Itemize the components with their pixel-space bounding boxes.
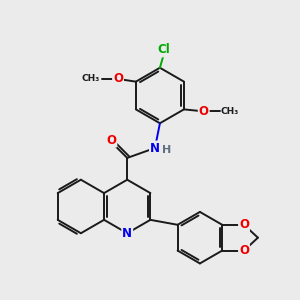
Text: N: N [122,227,132,240]
Text: O: O [199,105,209,118]
Text: O: O [239,218,249,231]
Text: CH₃: CH₃ [82,74,100,83]
Text: O: O [106,134,116,147]
Text: O: O [113,73,123,85]
Text: O: O [239,244,249,257]
Text: H: H [162,145,172,155]
Text: N: N [150,142,160,154]
Text: Cl: Cl [158,44,170,56]
Text: CH₃: CH₃ [220,107,239,116]
